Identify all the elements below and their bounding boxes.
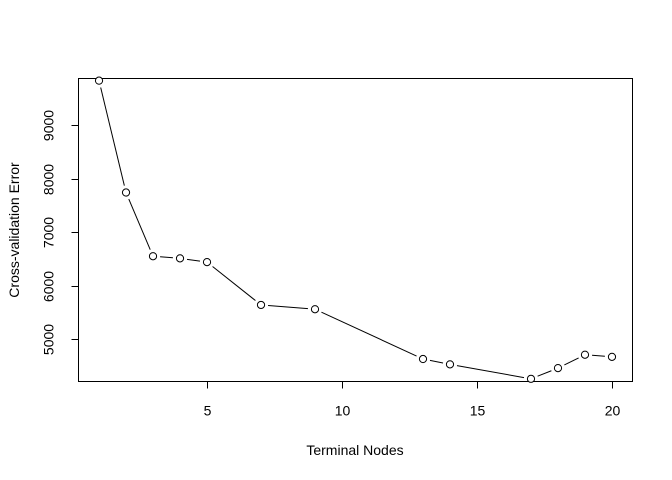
plot-frame <box>78 78 633 382</box>
data-point <box>445 360 455 369</box>
series-segment <box>186 258 201 262</box>
series-segment <box>212 266 256 301</box>
series-segment <box>100 87 125 186</box>
data-point <box>175 254 185 263</box>
y-axis: 5000 6000 7000 8000 9000 <box>41 110 79 355</box>
y-axis-label: Cross-validation Error <box>6 162 22 298</box>
x-tick-label: 5 <box>204 403 212 419</box>
x-tick-label: 10 <box>335 403 351 419</box>
series-segment <box>537 370 552 377</box>
series-segment <box>128 198 151 250</box>
data-point <box>202 258 212 267</box>
data-point <box>607 352 617 361</box>
series-layer <box>94 76 617 383</box>
y-tick-label: 8000 <box>41 164 57 195</box>
data-point <box>310 305 320 314</box>
y-tick-label: 6000 <box>41 271 57 302</box>
series-segment <box>321 311 417 357</box>
y-tick-label: 5000 <box>41 324 57 355</box>
y-tick-label: 7000 <box>41 217 57 248</box>
x-axis: 5 10 15 20 <box>204 381 621 419</box>
series-segment <box>564 357 579 366</box>
data-point <box>94 76 104 85</box>
x-tick-label: 15 <box>470 403 486 419</box>
series-segment <box>456 365 525 379</box>
series-segment <box>429 359 444 364</box>
series-segment <box>268 305 308 310</box>
y-tick-label: 9000 <box>41 110 57 141</box>
series-segment <box>160 256 173 259</box>
x-axis-label: Terminal Nodes <box>306 442 403 458</box>
data-point <box>580 350 590 359</box>
data-point <box>256 300 266 310</box>
data-point <box>418 354 428 364</box>
data-point <box>121 188 131 197</box>
x-tick-label: 20 <box>605 403 621 419</box>
data-point <box>526 374 536 383</box>
series-segment <box>592 354 605 357</box>
data-point <box>553 364 563 373</box>
data-point <box>148 252 158 261</box>
